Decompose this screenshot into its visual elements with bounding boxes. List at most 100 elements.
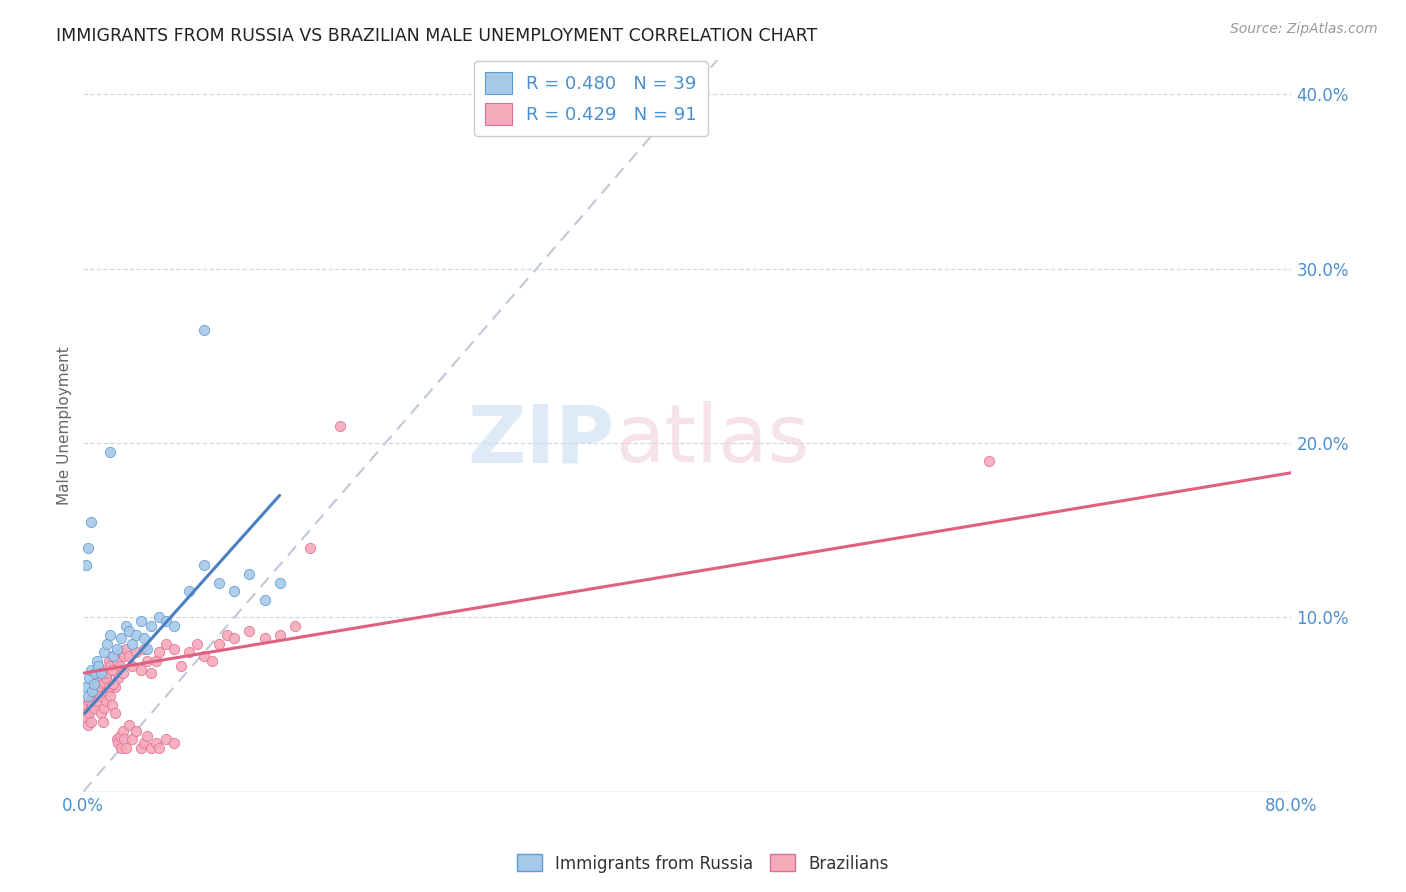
Point <box>125 628 148 642</box>
Point <box>91 676 114 690</box>
Point <box>103 648 125 663</box>
Legend: R = 0.480   N = 39, R = 0.429   N = 91: R = 0.480 N = 39, R = 0.429 N = 91 <box>474 62 707 136</box>
Point <box>177 584 200 599</box>
Point <box>117 718 139 732</box>
Point <box>112 732 135 747</box>
Point <box>155 614 177 628</box>
Point <box>193 648 215 663</box>
Point <box>96 666 118 681</box>
Point <box>269 575 291 590</box>
Point <box>76 718 98 732</box>
Point <box>86 694 108 708</box>
Point <box>112 648 135 663</box>
Point <box>284 619 307 633</box>
Point <box>84 666 107 681</box>
Point <box>80 515 103 529</box>
Point <box>135 729 157 743</box>
Point <box>83 676 105 690</box>
Point <box>83 689 105 703</box>
Point <box>329 418 352 433</box>
Point <box>87 659 110 673</box>
Point <box>103 676 125 690</box>
Point <box>121 732 143 747</box>
Point <box>90 706 112 721</box>
Text: ZIP: ZIP <box>468 401 614 479</box>
Point <box>114 619 136 633</box>
Point <box>155 732 177 747</box>
Point <box>114 741 136 756</box>
Point <box>135 641 157 656</box>
Point <box>82 683 104 698</box>
Point <box>83 701 105 715</box>
Point <box>84 676 107 690</box>
Point <box>132 736 155 750</box>
Point <box>90 666 112 681</box>
Point <box>111 666 134 681</box>
Point <box>224 584 246 599</box>
Point <box>110 741 132 756</box>
Point <box>121 636 143 650</box>
Point <box>104 706 127 721</box>
Y-axis label: Male Unemployment: Male Unemployment <box>58 346 72 505</box>
Point <box>87 672 110 686</box>
Point <box>89 689 111 703</box>
Point <box>238 624 260 639</box>
Point <box>79 706 101 721</box>
Point <box>86 654 108 668</box>
Point <box>193 558 215 573</box>
Point <box>104 680 127 694</box>
Point <box>145 736 167 750</box>
Point <box>117 624 139 639</box>
Point <box>117 648 139 663</box>
Point <box>129 614 152 628</box>
Point <box>105 654 128 668</box>
Point <box>76 706 98 721</box>
Point <box>163 641 186 656</box>
Text: atlas: atlas <box>614 401 810 479</box>
Point <box>96 636 118 650</box>
Point <box>129 663 152 677</box>
Point <box>141 619 163 633</box>
Point <box>107 672 129 686</box>
Point <box>979 453 1001 467</box>
Point <box>82 683 104 698</box>
Point <box>170 659 193 673</box>
Point <box>193 323 215 337</box>
Point <box>110 632 132 646</box>
Point <box>75 558 97 573</box>
Point <box>132 641 155 656</box>
Point <box>208 575 231 590</box>
Point <box>75 698 97 712</box>
Point <box>82 698 104 712</box>
Point <box>135 654 157 668</box>
Point <box>75 711 97 725</box>
Point <box>148 645 170 659</box>
Point <box>125 723 148 738</box>
Point <box>269 628 291 642</box>
Point <box>107 736 129 750</box>
Point <box>208 636 231 650</box>
Point <box>76 689 98 703</box>
Point <box>91 714 114 729</box>
Point <box>100 689 122 703</box>
Point <box>148 610 170 624</box>
Point <box>125 645 148 659</box>
Point <box>163 619 186 633</box>
Point <box>80 663 103 677</box>
Point <box>96 683 118 698</box>
Point <box>201 654 224 668</box>
Point <box>141 666 163 681</box>
Point <box>105 641 128 656</box>
Point <box>90 683 112 698</box>
Point <box>93 645 115 659</box>
Point <box>79 694 101 708</box>
Point <box>94 694 117 708</box>
Point <box>103 648 125 663</box>
Point <box>215 628 238 642</box>
Point <box>86 680 108 694</box>
Point <box>110 645 132 659</box>
Point <box>186 636 208 650</box>
Point <box>94 672 117 686</box>
Point <box>97 680 120 694</box>
Point <box>108 729 131 743</box>
